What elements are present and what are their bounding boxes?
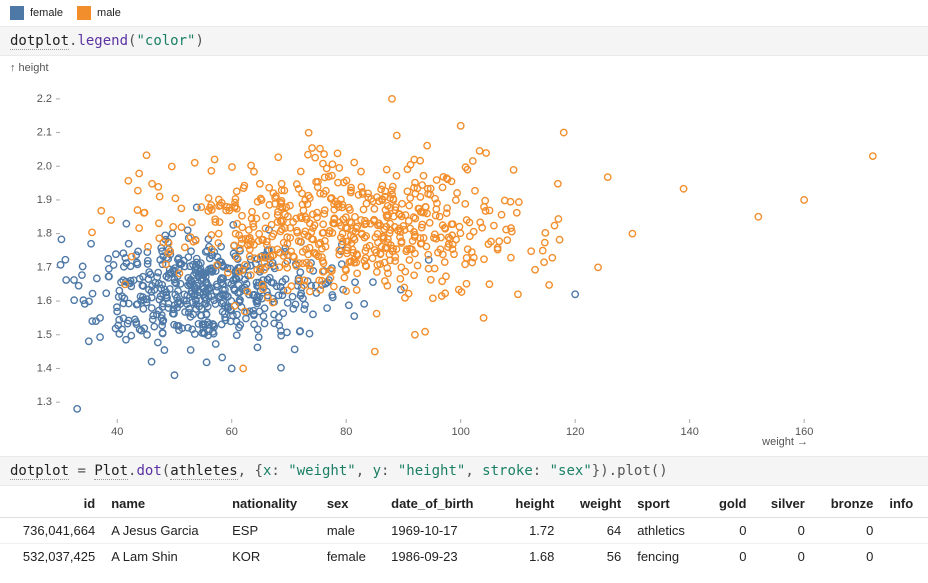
legend-label: male: [97, 7, 121, 19]
svg-text:1.4: 1.4: [37, 362, 52, 374]
svg-text:1.7: 1.7: [37, 261, 52, 273]
legend-item-male: male: [77, 6, 121, 20]
legend-item-female: female: [10, 6, 63, 20]
col-name[interactable]: name: [103, 490, 224, 518]
table-row[interactable]: 532,037,425A Lam ShinKORfemale1986-09-23…: [0, 544, 928, 567]
scatter-svg: 1.3 1.4 1.5 1.6 1.7 1.8 1.9 2.0 2.1 2.2 40 60 80 100 1…: [10, 64, 910, 454]
svg-text:80: 80: [340, 426, 352, 438]
athletes-table: idnamenationalitysexdate_of_birthheightw…: [0, 490, 928, 566]
x-axis-label: weight →: [762, 436, 808, 448]
svg-text:100: 100: [452, 426, 470, 438]
col-info[interactable]: info: [881, 490, 928, 518]
col-weight[interactable]: weight: [562, 490, 629, 518]
svg-text:1.8: 1.8: [37, 228, 52, 240]
col-id[interactable]: id: [0, 490, 103, 518]
svg-text:2.2: 2.2: [37, 93, 52, 105]
svg-text:60: 60: [226, 426, 238, 438]
svg-text:2.1: 2.1: [37, 127, 52, 139]
svg-text:2.0: 2.0: [37, 160, 52, 172]
svg-text:1.5: 1.5: [37, 329, 52, 341]
col-bronze[interactable]: bronze: [813, 490, 882, 518]
col-silver[interactable]: silver: [754, 490, 812, 518]
color-legend: female male: [0, 0, 928, 26]
col-height[interactable]: height: [498, 490, 562, 518]
scatter-chart: ↑ height 1.3 1.4 1.5 1.6 1.7 1.8 1.9 2.0 2.1 2.2 4…: [0, 56, 928, 456]
table-row[interactable]: 736,041,664A Jesus GarciaESPmale1969-10-…: [0, 518, 928, 544]
legend-swatch: [10, 6, 24, 20]
svg-text:1.9: 1.9: [37, 194, 52, 206]
legend-swatch: [77, 6, 91, 20]
svg-text:1.3: 1.3: [37, 396, 52, 408]
svg-text:1.6: 1.6: [37, 295, 52, 307]
col-date_of_birth[interactable]: date_of_birth: [383, 490, 498, 518]
svg-text:140: 140: [680, 426, 698, 438]
col-nationality[interactable]: nationality: [224, 490, 319, 518]
y-axis-label: ↑ height: [10, 62, 49, 74]
legend-label: female: [30, 7, 63, 19]
data-table-scroll[interactable]: idnamenationalitysexdate_of_birthheightw…: [0, 486, 928, 566]
col-sex[interactable]: sex: [319, 490, 383, 518]
code-cell-plot[interactable]: dotplot = Plot.dot(athletes, {x: "weight…: [0, 456, 928, 486]
svg-text:120: 120: [566, 426, 584, 438]
col-sport[interactable]: sport: [629, 490, 703, 518]
code-cell-legend[interactable]: dotplot.legend("color"): [0, 26, 928, 56]
svg-text:40: 40: [111, 426, 123, 438]
col-gold[interactable]: gold: [704, 490, 755, 518]
